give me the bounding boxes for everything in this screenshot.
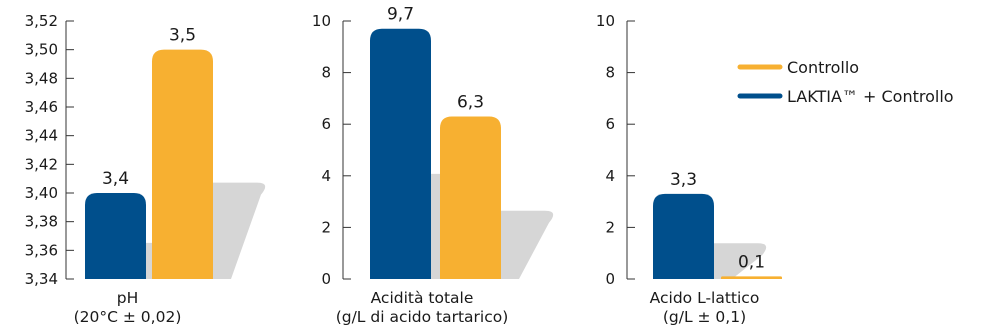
y-tick-label: 3,46 xyxy=(25,98,58,116)
y-tick-label: 3,44 xyxy=(25,127,58,145)
y-tick-label: 10 xyxy=(596,12,615,30)
bar-controllo xyxy=(152,49,213,279)
bar-value-label: 3,4 xyxy=(102,169,129,189)
y-tick-label: 3,36 xyxy=(25,241,58,259)
y-tick-label: 4 xyxy=(605,167,615,185)
bar-controllo xyxy=(721,276,782,279)
y-tick-label: 10 xyxy=(312,12,331,30)
y-tick-label: 3,42 xyxy=(25,155,58,173)
bar-laktia xyxy=(370,28,431,279)
y-tick-label: 3,52 xyxy=(25,12,58,30)
bar-laktia xyxy=(653,193,714,279)
x-axis-title-line: Acidità totale xyxy=(371,289,474,307)
bar-shadow xyxy=(211,182,266,279)
x-axis-title-line: (20°C ± 0,02) xyxy=(74,308,182,326)
chart-panels: 3,343,363,383,403,423,443,463,483,503,52… xyxy=(25,5,782,326)
y-tick-label: 0 xyxy=(605,270,615,288)
bar-value-label: 9,7 xyxy=(387,5,414,25)
y-tick-label: 6 xyxy=(321,115,331,133)
y-tick-label: 6 xyxy=(605,115,615,133)
y-tick-label: 0 xyxy=(321,270,331,288)
x-axis-title-line: (g/L di acido tartarico) xyxy=(336,308,509,326)
y-tick-label: 3,34 xyxy=(25,270,58,288)
x-axis-title-line: pH xyxy=(117,289,139,307)
y-tick-label: 3,48 xyxy=(25,69,58,87)
bar-value-label: 6,3 xyxy=(457,92,484,112)
y-tick-label: 3,50 xyxy=(25,41,58,59)
chart-panel-2: 0 2 4 6 8 10 9,7 6,3 Acidità totale(g/L di acido… xyxy=(312,5,554,326)
chart-panel-1: 3,34 3,36 3,38 3,40 3,42 3,44 3,46 3,48 3,50 3,52… xyxy=(25,12,266,326)
bar-value-label: 3,3 xyxy=(670,170,697,190)
y-tick-label: 4 xyxy=(321,167,331,185)
legend-label: Controllo xyxy=(787,58,859,77)
x-axis-title-line: Acido L-lattico xyxy=(650,289,760,307)
y-tick-label: 3,40 xyxy=(25,184,58,202)
y-tick-label: 3,38 xyxy=(25,213,58,231)
bar-controllo xyxy=(440,116,501,280)
bar-value-label: 0,1 xyxy=(738,252,765,272)
bar-shadow xyxy=(712,243,767,279)
x-axis-title-line: (g/L ± 0,1) xyxy=(663,308,746,326)
y-tick-label: 8 xyxy=(605,64,615,82)
chart-panel-3: 0 2 4 6 8 10 3,3 0,1 Acido L-lattico(g/L ± 0,1) xyxy=(596,12,782,326)
y-tick-label: 2 xyxy=(321,218,331,236)
y-tick-label: 8 xyxy=(321,64,331,82)
y-tick-label: 2 xyxy=(605,218,615,236)
bar-value-label: 3,5 xyxy=(169,26,196,46)
legend-label: LAKTIA™ + Controllo xyxy=(787,87,954,106)
chart-legend: Controllo LAKTIA™ + Controllo xyxy=(737,58,954,106)
bar-laktia xyxy=(85,193,146,279)
bar-shadow xyxy=(499,210,554,279)
